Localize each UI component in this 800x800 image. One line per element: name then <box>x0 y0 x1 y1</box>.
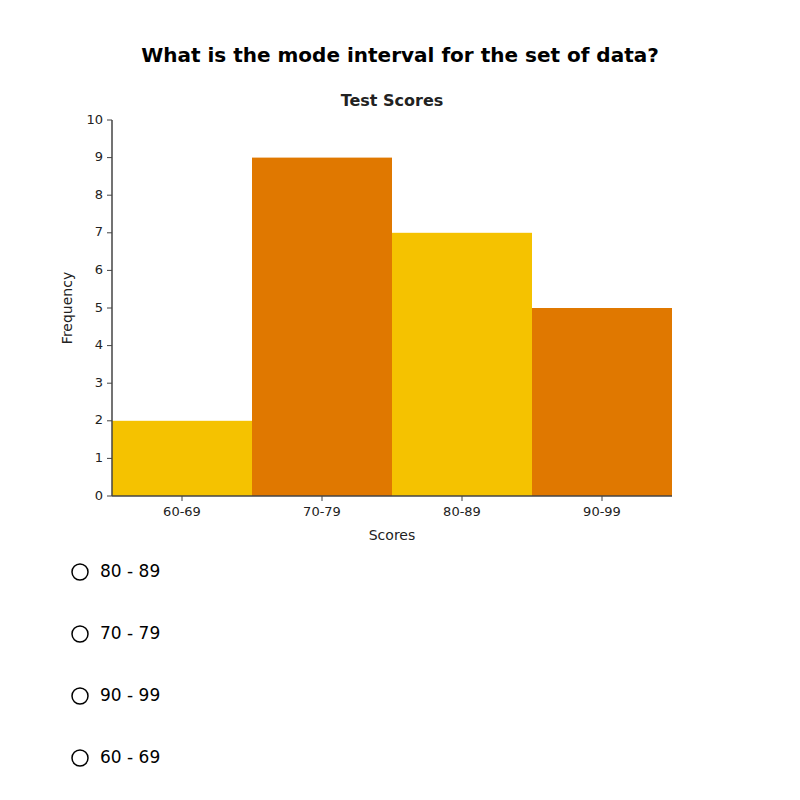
radio-button <box>72 688 88 704</box>
x-tick <box>602 496 603 501</box>
radio-button <box>72 564 88 580</box>
x-tick-label: 70-79 <box>303 504 341 519</box>
answer-option: 60 - 69 <box>100 747 160 767</box>
y-tick <box>107 195 112 196</box>
y-tick <box>107 496 112 497</box>
y-tick-label: 10 <box>86 112 103 127</box>
y-tick <box>107 270 112 271</box>
radio-button <box>72 626 88 642</box>
x-tick <box>462 496 463 501</box>
x-tick-label: 60-69 <box>163 504 201 519</box>
y-tick-label: 9 <box>95 149 103 164</box>
chart-container: What is the mode interval for the set of… <box>0 0 800 800</box>
y-tick <box>107 345 112 346</box>
y-tick <box>107 420 112 421</box>
question: What is the mode interval for the set of… <box>141 43 659 67</box>
y-tick <box>107 232 112 233</box>
answer-option: 90 - 99 <box>100 685 160 705</box>
y-tick-label: 3 <box>95 375 103 390</box>
chart-svg: What is the mode interval for the set of… <box>0 0 800 800</box>
x-tick <box>182 496 183 501</box>
x-tick <box>322 496 323 501</box>
y-tick-label: 7 <box>95 224 103 239</box>
y-tick-label: 2 <box>95 412 103 427</box>
answer-option: 80 - 89 <box>100 561 160 581</box>
bar <box>252 158 392 496</box>
y-axis-label: Frequency <box>59 272 75 344</box>
title: Test Scores <box>341 91 444 110</box>
x-axis-line <box>112 495 672 497</box>
y-tick-label: 8 <box>95 187 103 202</box>
y-tick <box>107 458 112 459</box>
bar <box>532 308 672 496</box>
y-tick-label: 1 <box>95 450 103 465</box>
y-tick <box>107 120 112 121</box>
y-tick-label: 6 <box>95 262 103 277</box>
x-tick-label: 80-89 <box>443 504 481 519</box>
bars <box>112 158 672 496</box>
bar <box>392 233 532 496</box>
y-tick <box>107 383 112 384</box>
x-axis-label: Scores <box>369 527 416 543</box>
y-tick-label: 5 <box>95 300 103 315</box>
y-tick <box>107 308 112 309</box>
bar <box>112 421 252 496</box>
radio-button <box>72 750 88 766</box>
answer-option: 70 - 79 <box>100 623 160 643</box>
y-tick-label: 4 <box>95 337 103 352</box>
y-tick <box>107 157 112 158</box>
x-tick-label: 90-99 <box>583 504 621 519</box>
y-tick-label: 0 <box>95 488 103 503</box>
